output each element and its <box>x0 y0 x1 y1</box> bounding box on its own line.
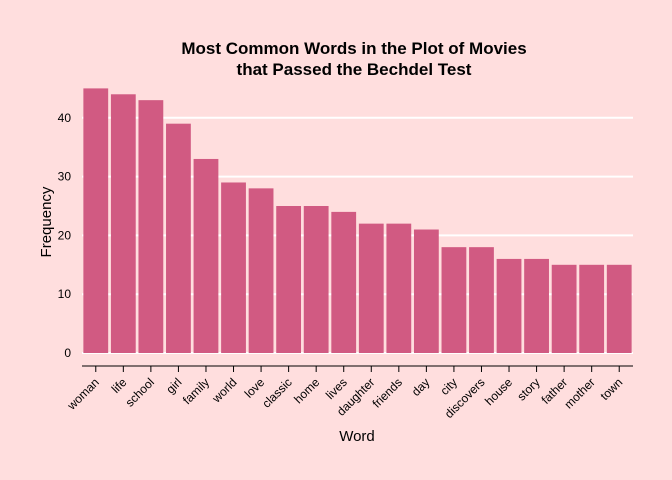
chart-title: Most Common Words in the Plot of Movies <box>181 39 526 58</box>
x-axis-title: Word <box>339 428 375 445</box>
bar-woman <box>83 88 109 354</box>
bar-family <box>193 158 219 353</box>
bar-lives <box>331 211 357 353</box>
chart-subtitle: that Passed the Bechdel Test <box>237 60 472 79</box>
bar-discovers <box>469 247 494 353</box>
bar-father <box>551 264 577 353</box>
y-tick-label: 0 <box>64 346 71 360</box>
y-tick-label: 20 <box>58 228 72 242</box>
y-tick-label: 30 <box>58 170 72 184</box>
bar-city <box>441 247 467 353</box>
y-axis-title: Frequency <box>38 186 55 257</box>
bar-mother <box>579 264 605 353</box>
bar-friends <box>386 223 412 353</box>
bar-love <box>248 188 274 353</box>
bar-house <box>496 258 522 353</box>
bar-daughter <box>358 223 384 353</box>
bar-classic <box>276 206 302 353</box>
bar-town <box>606 264 632 353</box>
bar-home <box>303 206 329 353</box>
bar-day <box>413 229 439 353</box>
bar-world <box>221 182 246 353</box>
bars <box>83 88 632 354</box>
bar-story <box>524 258 549 353</box>
bar-girl <box>166 123 191 354</box>
bar-life <box>110 94 136 353</box>
y-axis-ticks: 0 10 20 30 40 <box>58 111 72 360</box>
y-tick-label: 10 <box>58 287 72 301</box>
bar-school <box>138 100 164 353</box>
y-tick-label: 40 <box>58 111 72 125</box>
